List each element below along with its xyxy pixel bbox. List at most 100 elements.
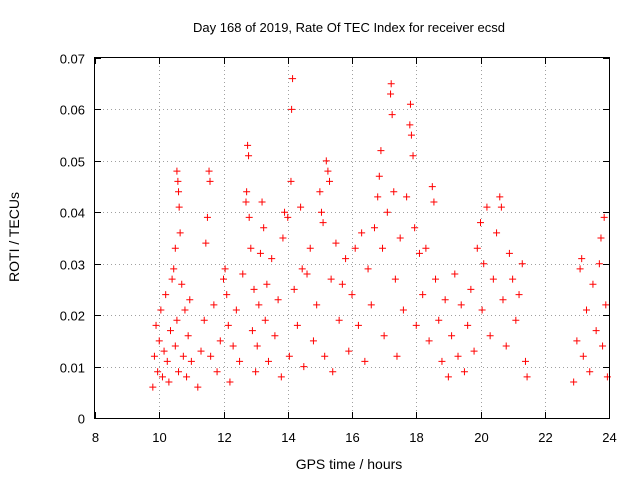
- data-point: [364, 265, 372, 273]
- y-tick-label: 0.03: [60, 258, 85, 273]
- data-point: [223, 291, 231, 299]
- y-tick-label: 0.01: [60, 361, 85, 376]
- y-tick-label: 0: [78, 412, 85, 427]
- data-point: [451, 270, 459, 278]
- data-point: [409, 152, 417, 160]
- data-point: [152, 321, 160, 329]
- data-point: [158, 373, 166, 381]
- data-point: [287, 177, 295, 185]
- data-point: [379, 244, 387, 252]
- data-point: [354, 321, 362, 329]
- data-point: [419, 291, 427, 299]
- data-point: [253, 342, 261, 350]
- data-point: [186, 296, 194, 304]
- y-tick-label: 0.04: [60, 206, 85, 221]
- data-point: [274, 296, 282, 304]
- data-point: [403, 193, 411, 201]
- data-point: [244, 141, 252, 149]
- data-point: [375, 172, 383, 180]
- data-point: [250, 285, 258, 293]
- data-point: [242, 198, 250, 206]
- data-point: [313, 301, 321, 309]
- data-point: [284, 213, 292, 221]
- data-point: [150, 352, 158, 360]
- data-point: [592, 327, 600, 335]
- data-point: [570, 378, 578, 386]
- data-point: [303, 270, 311, 278]
- data-point: [202, 239, 210, 247]
- x-tick-label: 22: [538, 430, 552, 445]
- data-point: [157, 306, 165, 314]
- data-point: [573, 337, 581, 345]
- data-point: [170, 265, 178, 273]
- data-point: [422, 244, 430, 252]
- data-point: [388, 111, 396, 119]
- grid-layer: [95, 58, 609, 418]
- data-point: [470, 347, 478, 355]
- data-point: [176, 229, 184, 237]
- data-point: [277, 373, 285, 381]
- data-point: [206, 177, 214, 185]
- x-tick-label: 8: [92, 430, 99, 445]
- data-points: [149, 75, 611, 391]
- data-point: [521, 357, 529, 365]
- x-tick-label: 24: [602, 430, 616, 445]
- data-point: [162, 291, 170, 299]
- data-point: [183, 373, 191, 381]
- data-point: [326, 177, 334, 185]
- data-point: [390, 188, 398, 196]
- data-point: [358, 229, 366, 237]
- data-point: [317, 208, 325, 216]
- data-point: [583, 306, 591, 314]
- data-point: [258, 198, 266, 206]
- x-axis-label: GPS time / hours: [296, 456, 403, 472]
- data-point: [380, 332, 388, 340]
- data-point: [338, 280, 346, 288]
- data-point: [438, 357, 446, 365]
- data-point: [497, 203, 505, 211]
- data-point: [288, 105, 296, 113]
- data-point: [406, 100, 414, 108]
- data-point: [329, 368, 337, 376]
- data-point: [602, 301, 610, 309]
- chart-title: Day 168 of 2019, Rate Of TEC Index for r…: [193, 20, 505, 35]
- data-point: [166, 327, 174, 335]
- data-point: [441, 296, 449, 304]
- data-point: [175, 203, 183, 211]
- data-point: [207, 352, 215, 360]
- data-point: [171, 342, 179, 350]
- data-point: [496, 193, 504, 201]
- y-axis-label: ROTI / TECUs: [6, 192, 22, 282]
- data-point: [589, 280, 597, 288]
- data-point: [300, 363, 308, 371]
- data-point: [184, 332, 192, 340]
- data-point: [187, 357, 195, 365]
- data-point: [387, 90, 395, 98]
- data-point: [512, 316, 520, 324]
- data-point: [396, 234, 404, 242]
- data-point: [448, 332, 456, 340]
- data-point: [163, 357, 171, 365]
- data-point: [178, 280, 186, 288]
- data-point: [260, 224, 268, 232]
- data-point: [351, 244, 359, 252]
- x-tick-label: 18: [409, 430, 423, 445]
- data-point: [321, 352, 329, 360]
- data-point: [586, 368, 594, 376]
- data-point: [216, 337, 224, 345]
- data-point: [200, 316, 208, 324]
- data-point: [393, 352, 401, 360]
- data-point: [509, 275, 517, 283]
- y-tick-label: 0.07: [60, 52, 85, 67]
- data-point: [155, 337, 163, 345]
- data-point: [391, 275, 399, 283]
- data-point: [316, 188, 324, 196]
- data-point: [432, 275, 440, 283]
- data-point: [239, 270, 247, 278]
- data-point: [226, 378, 234, 386]
- data-point: [173, 167, 181, 175]
- data-point: [499, 296, 507, 304]
- data-point: [428, 183, 436, 191]
- data-point: [406, 121, 414, 129]
